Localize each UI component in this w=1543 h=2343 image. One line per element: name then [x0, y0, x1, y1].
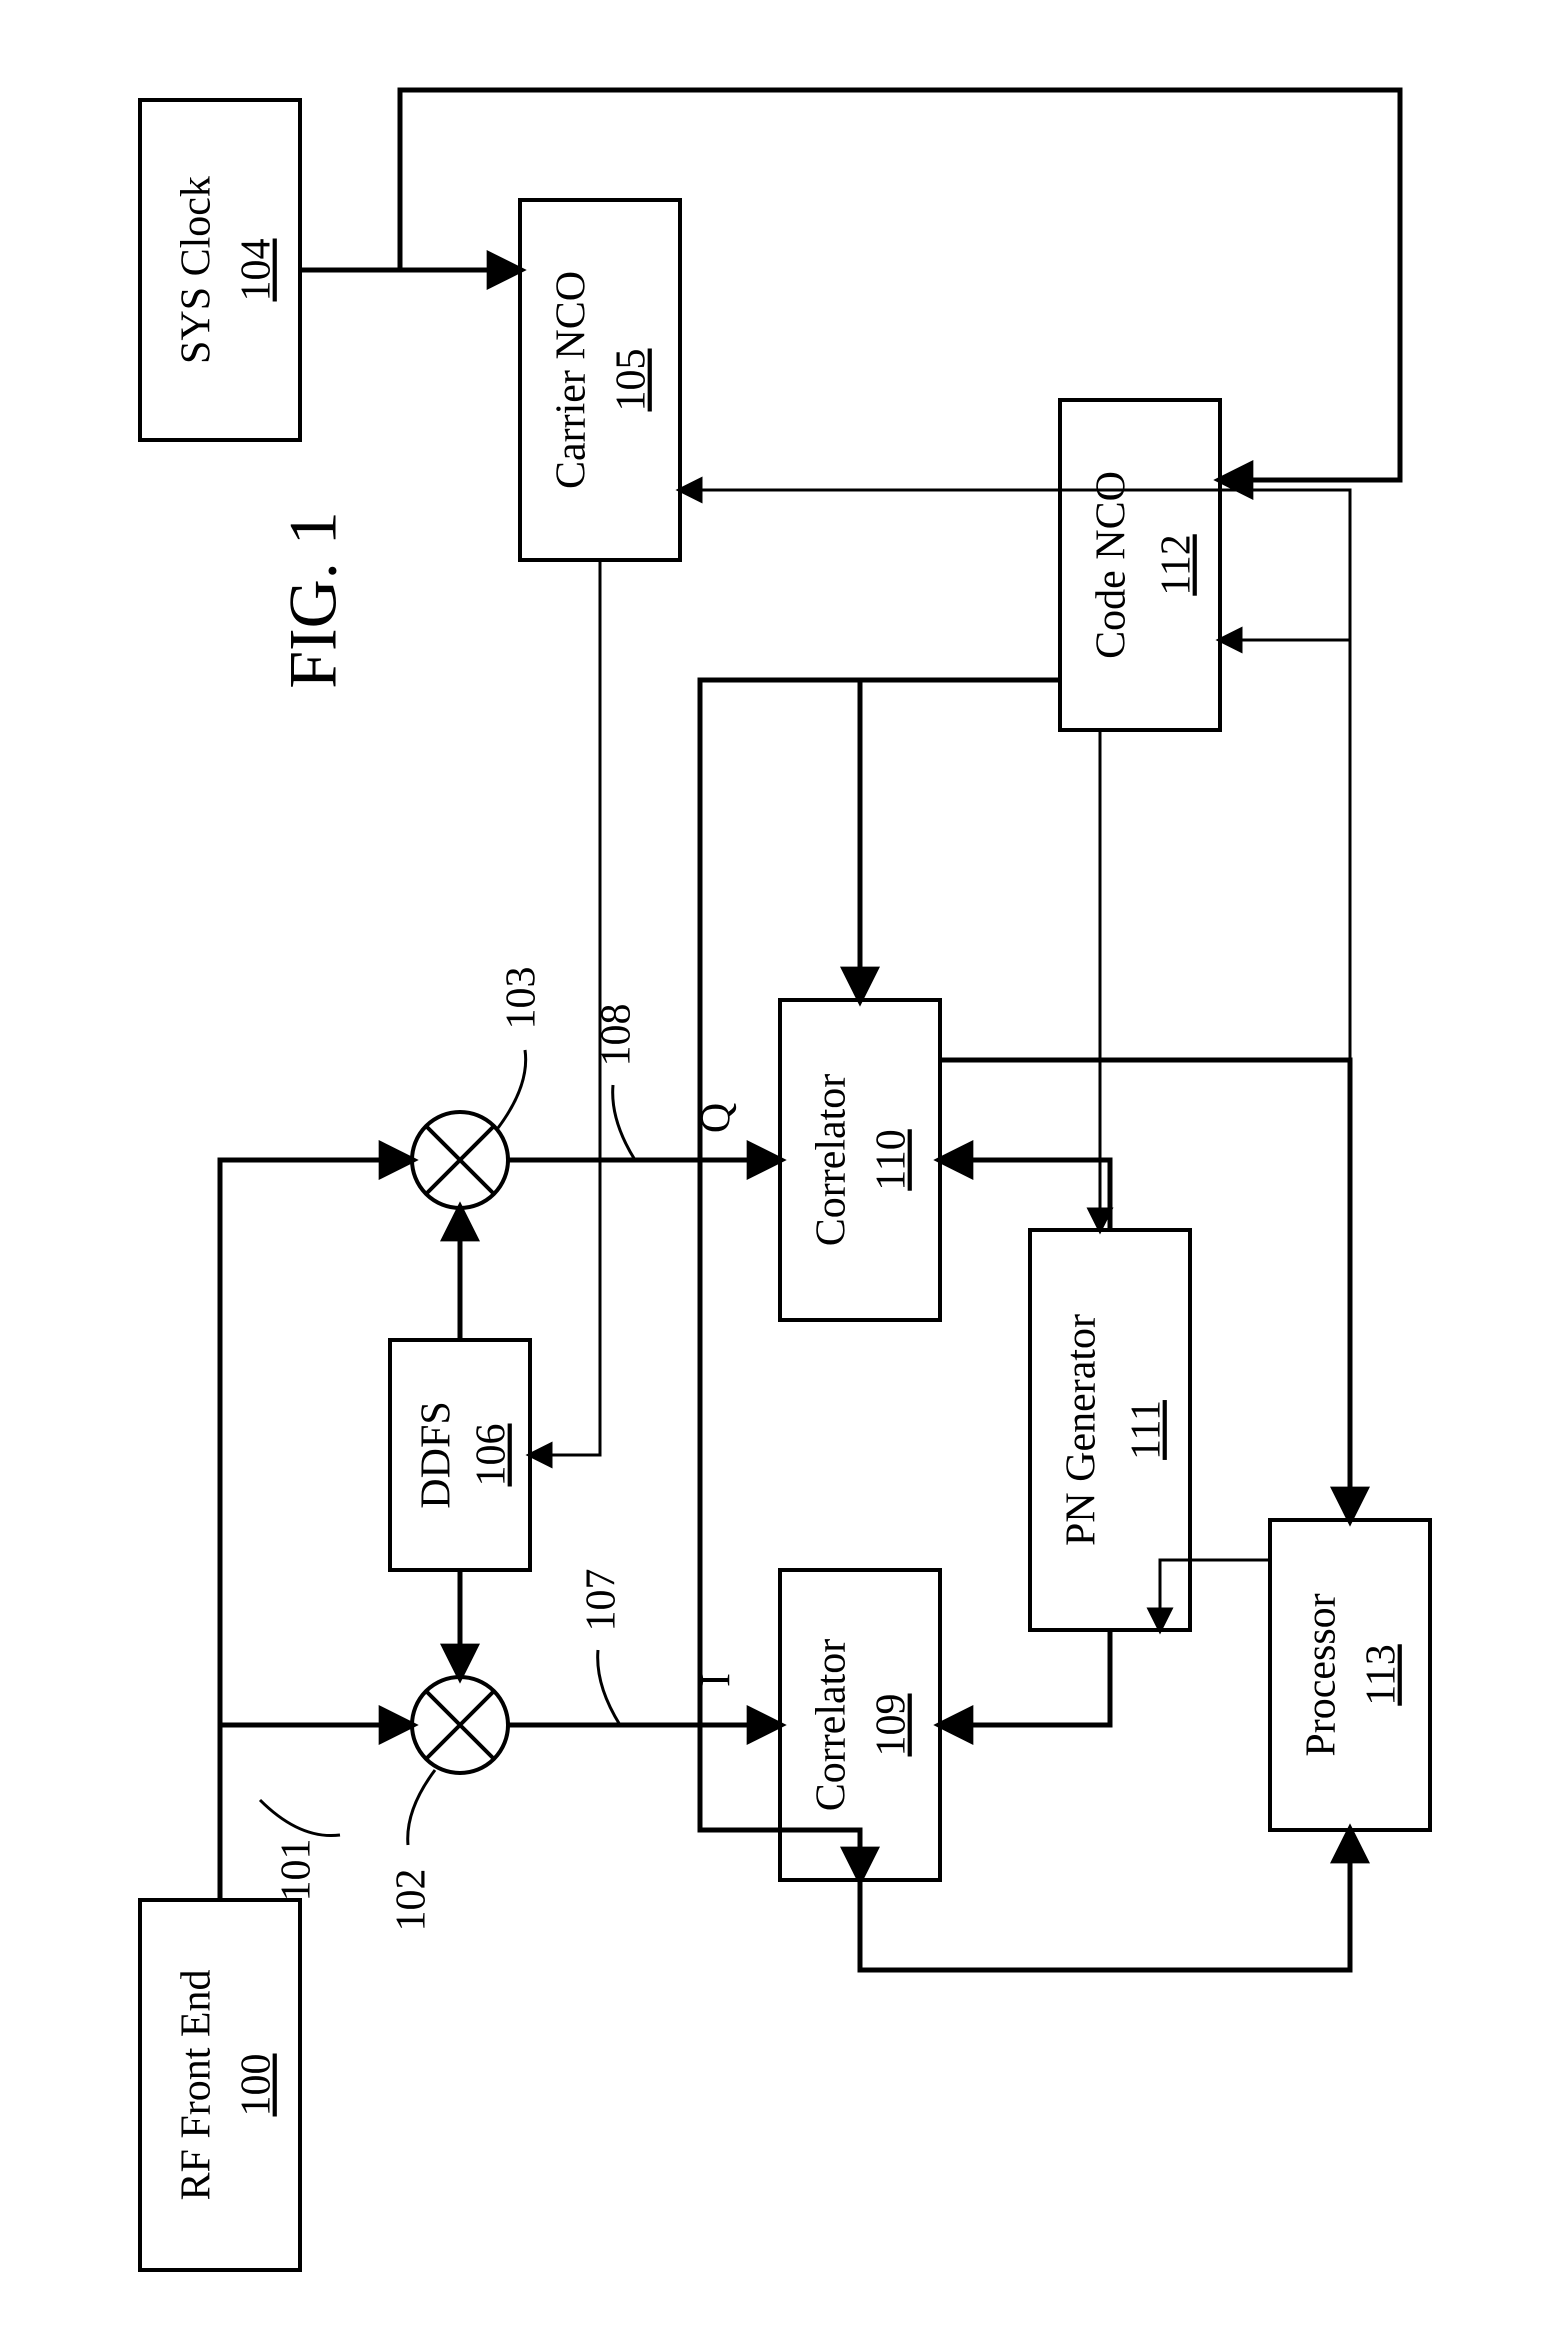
correlator-q-block: Correlator 110 [780, 1000, 940, 1320]
ddfs-num: 106 [469, 1424, 515, 1487]
leader-101 [260, 1800, 340, 1836]
leader-108 [613, 1085, 635, 1160]
correlator-i-num: 109 [869, 1694, 915, 1757]
pn-generator-label: PN Generator [1059, 1314, 1105, 1546]
leader-107 [598, 1650, 620, 1725]
processor-block: Processor 113 [1270, 1520, 1430, 1830]
annot-103: 103 [499, 967, 545, 1030]
ddfs-block: DDFS 106 [390, 1340, 530, 1570]
wire-proc-to-codenco [1220, 640, 1350, 1520]
correlator-q-label: Correlator [809, 1074, 855, 1247]
rf-front-end-block: RF Front End 100 [140, 1900, 300, 2270]
wire-proc-to-carrier [680, 490, 1350, 640]
processor-num: 113 [1359, 1644, 1405, 1705]
carrier-nco-num: 105 [609, 349, 655, 412]
mixer-i [412, 1677, 508, 1773]
rf-front-end-label: RF Front End [174, 1969, 220, 2200]
wire-codenco-to-corr-q [860, 680, 1060, 1000]
block-diagram: RF Front End 100 DDFS 106 SYS Clock 104 … [0, 0, 1543, 2343]
annot-101: 101 [274, 1839, 320, 1902]
pn-generator-num: 111 [1124, 1400, 1170, 1460]
sys-clock-block: SYS Clock 104 [140, 100, 300, 440]
wire-rf-to-mixer-q [220, 1160, 412, 1725]
rf-front-end-num: 100 [234, 2054, 280, 2117]
annot-107: 107 [579, 1569, 625, 1632]
leader-102 [408, 1770, 435, 1845]
carrier-nco-label: Carrier NCO [549, 271, 595, 489]
correlator-q-num: 110 [869, 1129, 915, 1190]
wire-pn-to-corr-q [940, 1160, 1110, 1230]
sys-clock-num: 104 [234, 239, 280, 302]
correlator-i-label: Correlator [809, 1639, 855, 1812]
processor-label: Processor [1299, 1593, 1345, 1756]
code-nco-block: Code NCO 112 [1060, 400, 1220, 730]
figure-label: FIG. 1 [275, 511, 351, 689]
leader-103 [498, 1050, 526, 1128]
wire-pn-to-corr-i [940, 1630, 1110, 1725]
pn-generator-block: PN Generator 111 [1030, 1230, 1190, 1630]
code-nco-num: 112 [1154, 534, 1200, 595]
code-nco-label: Code NCO [1089, 471, 1135, 659]
carrier-nco-block: Carrier NCO 105 [520, 200, 680, 560]
mixer-q [412, 1112, 508, 1208]
annot-102: 102 [389, 1869, 435, 1932]
sys-clock-label: SYS Clock [174, 176, 220, 364]
ddfs-label: DDFS [414, 1401, 460, 1508]
